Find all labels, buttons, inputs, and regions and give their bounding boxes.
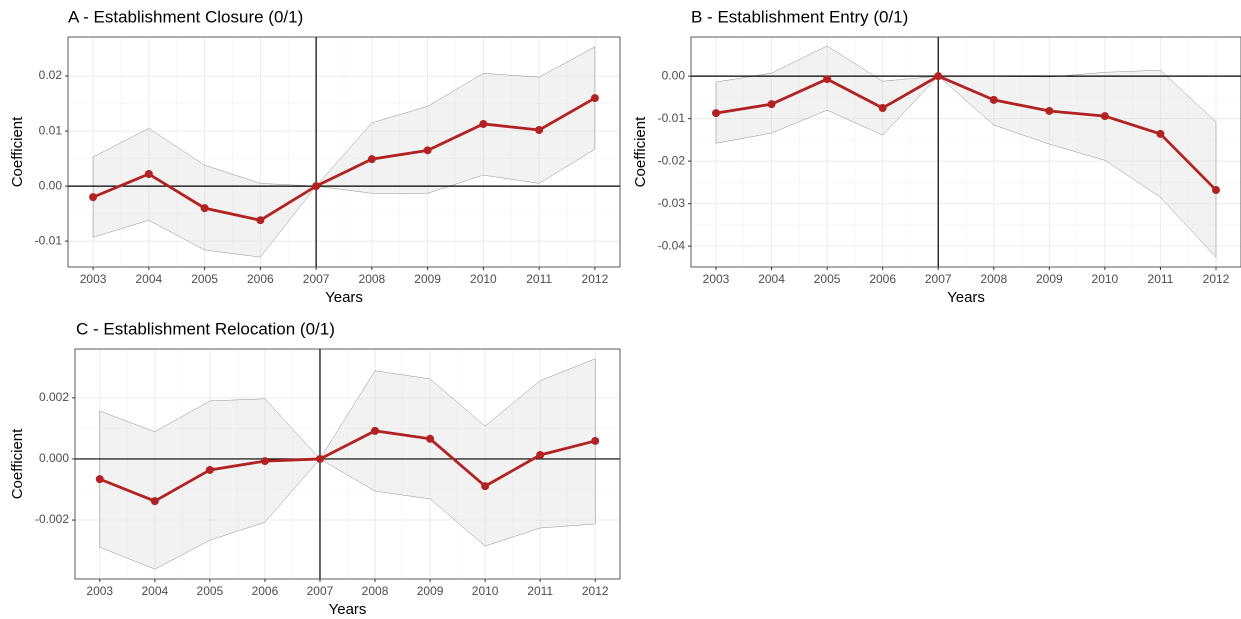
x-tick-label: 2004: [135, 272, 162, 286]
panel-title: B - Establishment Entry (0/1): [691, 7, 908, 26]
x-tick-label: 2008: [359, 272, 386, 286]
y-tick-label: 0.00: [39, 178, 63, 192]
coefficient-point: [95, 475, 104, 484]
y-axis-title: Coefficient: [632, 116, 649, 187]
x-tick-label: 2009: [417, 584, 444, 598]
coefficient-point: [590, 94, 599, 103]
coefficient-point: [367, 155, 376, 164]
coefficient-point: [426, 434, 435, 443]
coefficient-point: [423, 146, 432, 155]
panel: B - Establishment Entry (0/1) -0.04 -0.03 -…: [632, 7, 1241, 306]
panel-border: [690, 36, 1241, 268]
coefficient-point: [1045, 106, 1054, 115]
y-tick-label: 0.00: [662, 68, 686, 82]
y-tick-label: -0.01: [35, 233, 63, 247]
coefficient-point: [315, 454, 324, 463]
x-tick-label: 2003: [86, 584, 113, 598]
y-tick-label: -0.03: [658, 196, 686, 210]
coefficient-point: [150, 497, 159, 506]
x-tick-label: 2011: [1148, 272, 1174, 286]
panel: A - Establishment Closure (0/1) -0.01 0.00…: [9, 7, 621, 306]
x-tick-label: 2006: [252, 584, 279, 598]
y-tick-label: 0.000: [39, 451, 69, 465]
coefficient-point: [200, 204, 209, 213]
panel-border: [67, 36, 621, 268]
panel-title: C - Establishment Relocation (0/1): [76, 319, 335, 338]
panel-title: A - Establishment Closure (0/1): [68, 7, 303, 26]
confidence-band: [92, 46, 596, 258]
x-tick-label: 2005: [191, 272, 218, 286]
x-tick-label: 2010: [470, 272, 497, 286]
coefficient-point: [535, 125, 544, 134]
y-tick-label: -0.02: [658, 153, 686, 167]
x-axis-title: Years: [947, 289, 985, 306]
x-tick-label: 2007: [925, 272, 952, 286]
coefficient-point: [1156, 129, 1165, 138]
coefficient-point: [712, 109, 720, 118]
x-axis-title: Years: [325, 289, 363, 306]
y-tick-label: 0.002: [39, 390, 69, 404]
coefficient-point: [878, 103, 887, 112]
y-tick-label: 0.02: [39, 68, 63, 82]
coefficient-line: [715, 74, 1217, 192]
x-tick-label: 2007: [303, 272, 330, 286]
y-tick-label: -0.04: [658, 238, 686, 252]
panel-border: [74, 348, 621, 580]
x-tick-label: 2012: [582, 584, 609, 598]
x-tick-label: 2012: [582, 272, 609, 286]
coefficient-point: [934, 72, 943, 81]
coefficient-point: [260, 457, 269, 466]
coefficient-point: [823, 75, 832, 84]
x-tick-label: 2009: [414, 272, 441, 286]
coefficient-point: [536, 450, 545, 459]
y-axis-title: Coefficient: [9, 116, 26, 187]
x-tick-label: 2003: [80, 272, 107, 286]
x-tick-label: 2008: [362, 584, 389, 598]
x-tick-label: 2010: [472, 584, 499, 598]
coefficient-point: [312, 182, 321, 191]
confidence-band: [715, 45, 1217, 258]
x-tick-label: 2004: [141, 584, 168, 598]
confidence-band: [99, 358, 596, 570]
x-tick-label: 2008: [980, 272, 1007, 286]
coefficient-point: [481, 482, 490, 491]
coefficient-point: [989, 95, 998, 104]
coefficient-line: [92, 96, 596, 222]
x-tick-label: 2006: [247, 272, 274, 286]
y-axis-title: Coefficient: [9, 428, 26, 499]
coefficient-point: [767, 100, 776, 109]
x-tick-label: 2010: [1092, 272, 1119, 286]
coefficient-point: [1212, 186, 1220, 195]
coefficient-point: [89, 193, 98, 202]
coefficient-point: [591, 436, 600, 445]
coefficient-point: [205, 465, 214, 474]
coefficient-point: [1100, 112, 1109, 121]
x-axis-title: Years: [329, 601, 367, 618]
x-tick-label: 2007: [307, 584, 334, 598]
coefficient-line: [99, 429, 596, 503]
x-tick-label: 2005: [814, 272, 841, 286]
x-tick-label: 2011: [527, 584, 553, 598]
coefficient-point: [479, 119, 488, 128]
y-tick-label: -0.01: [658, 111, 686, 125]
x-tick-label: 2005: [197, 584, 224, 598]
x-tick-label: 2003: [703, 272, 730, 286]
coefficient-point: [144, 170, 153, 179]
x-tick-label: 2009: [1036, 272, 1063, 286]
coefficient-point: [256, 216, 265, 225]
x-tick-label: 2012: [1203, 272, 1230, 286]
y-tick-label: 0.01: [39, 123, 63, 137]
x-tick-label: 2006: [869, 272, 896, 286]
x-tick-label: 2004: [758, 272, 785, 286]
x-tick-label: 2011: [526, 272, 552, 286]
coefficient-point: [371, 426, 380, 435]
panel: C - Establishment Relocation (0/1) -0.002…: [9, 319, 621, 618]
y-tick-label: -0.002: [35, 512, 69, 526]
